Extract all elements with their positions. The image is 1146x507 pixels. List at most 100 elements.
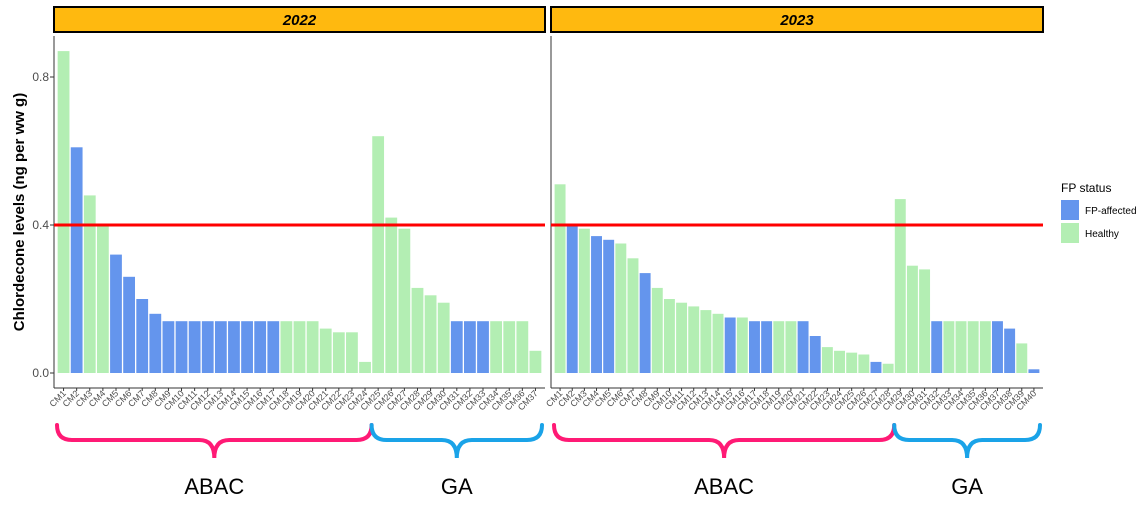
bar-2022-CM2 <box>70 147 83 373</box>
y-tick-label: 0.4 <box>32 218 49 232</box>
bar-2023-CM4 <box>591 236 602 373</box>
bar-2022-CM30 <box>437 302 450 373</box>
bar-2023-CM15 <box>724 317 736 373</box>
bar-2023-CM7 <box>627 258 639 373</box>
bar-2022-CM22 <box>332 332 345 373</box>
bar-2023-CM6 <box>615 243 627 373</box>
bar-2023-CM19 <box>773 321 785 373</box>
bar-2022-CM12 <box>201 321 214 373</box>
bar-2022-CM25 <box>372 136 385 373</box>
bar-2022-CM1 <box>57 51 70 373</box>
bar-2023-CM39 <box>1016 343 1028 373</box>
bar-2023-CM34 <box>955 321 967 373</box>
bar-2022-CM4 <box>96 225 109 373</box>
bar-2023-CM23 <box>821 347 833 373</box>
bar-2022-CM24 <box>359 361 371 373</box>
facet-title: 2022 <box>282 12 317 29</box>
legend-swatch-Healthy <box>1061 223 1079 243</box>
bar-2023-CM30 <box>906 265 918 373</box>
bar-2023-CM29 <box>894 199 906 373</box>
bar-2022-CM26 <box>385 217 398 373</box>
group-brace-GA <box>369 423 544 459</box>
bar-2023-CM5 <box>603 239 615 373</box>
group-label-ABAC: ABAC <box>184 474 244 499</box>
bar-2023-CM22 <box>809 336 821 373</box>
bar-2022-CM17 <box>267 321 280 373</box>
bar-2022-CM23 <box>346 332 358 373</box>
bar-2023-CM3 <box>578 228 590 373</box>
legend-label: FP-affected <box>1085 206 1137 217</box>
bar-2022-CM36 <box>516 321 529 373</box>
bar-2023-CM1 <box>554 184 566 373</box>
group-brace-GA <box>892 423 1042 459</box>
bar-2023-CM13 <box>700 310 712 373</box>
bar-2023-CM31 <box>919 269 931 373</box>
group-brace-ABAC <box>552 423 897 459</box>
bar-2022-CM9 <box>162 321 175 373</box>
bar-2023-CM10 <box>663 299 675 373</box>
bar-2022-CM28 <box>411 287 424 373</box>
y-axis-label: Chlordecone levels (ng per ww g) <box>11 93 28 331</box>
bar-2023-CM40 <box>1028 369 1040 373</box>
group-label-ABAC: ABAC <box>694 474 754 499</box>
bar-2023-CM24 <box>834 350 845 373</box>
bar-2023-CM38 <box>1004 328 1016 373</box>
bar-2023-CM16 <box>736 317 748 373</box>
bar-2022-CM19 <box>293 321 306 373</box>
bar-2022-CM16 <box>254 321 267 373</box>
bar-2022-CM33 <box>477 321 489 373</box>
y-tick-label: 0.0 <box>32 366 49 380</box>
bar-2023-CM20 <box>785 321 797 373</box>
bar-2022-CM3 <box>83 195 96 373</box>
group-label-GA: GA <box>441 474 473 499</box>
bar-2022-CM6 <box>123 276 135 373</box>
facet-strip-2023 <box>550 6 1044 33</box>
bar-2022-CM35 <box>503 321 516 373</box>
bar-2022-CM11 <box>188 321 201 373</box>
bar-2022-CM5 <box>110 254 122 373</box>
bar-2023-CM28 <box>882 363 894 373</box>
bar-2023-CM8 <box>639 273 651 373</box>
facet-strip-2022 <box>53 6 546 33</box>
bar-2023-CM32 <box>931 321 943 373</box>
legend-swatch-FP-affected <box>1061 200 1079 220</box>
bar-2022-CM20 <box>306 321 319 373</box>
bar-2023-CM9 <box>651 287 663 373</box>
bar-2023-CM14 <box>712 313 724 373</box>
bar-2022-CM32 <box>464 321 476 373</box>
bar-2023-CM26 <box>858 354 870 373</box>
bar-2022-CM10 <box>175 321 188 373</box>
bar-2022-CM34 <box>490 321 503 373</box>
bar-2022-CM37 <box>529 350 542 373</box>
bar-2022-CM18 <box>280 321 293 373</box>
bar-2023-CM2 <box>566 225 578 373</box>
bar-2022-CM31 <box>450 321 463 373</box>
bar-2023-CM33 <box>943 321 955 373</box>
group-label-GA: GA <box>951 474 983 499</box>
legend-label: Healthy <box>1085 229 1119 240</box>
bar-2022-CM8 <box>149 313 162 373</box>
bar-2023-CM18 <box>761 321 773 373</box>
bar-2023-CM37 <box>992 321 1003 373</box>
bar-2023-CM21 <box>797 321 809 373</box>
bar-2023-CM25 <box>846 352 858 373</box>
bar-2023-CM27 <box>870 361 882 373</box>
bar-2022-CM13 <box>214 321 227 373</box>
legend-title: FP status <box>1061 181 1111 195</box>
bar-2022-CM14 <box>228 321 240 373</box>
bar-2022-CM21 <box>319 328 332 373</box>
bar-2023-CM11 <box>676 302 688 373</box>
bar-2023-CM12 <box>688 306 700 373</box>
bar-2022-CM15 <box>241 321 253 373</box>
bar-2023-CM35 <box>967 321 979 373</box>
group-brace-ABAC <box>55 423 374 459</box>
bar-2023-CM17 <box>749 321 760 373</box>
bar-2022-CM7 <box>136 299 149 373</box>
bar-2022-CM29 <box>424 295 437 373</box>
bar-2022-CM27 <box>398 228 411 373</box>
y-tick-label: 0.8 <box>32 70 49 84</box>
bar-2023-CM36 <box>979 321 991 373</box>
facet-title: 2023 <box>779 12 814 29</box>
